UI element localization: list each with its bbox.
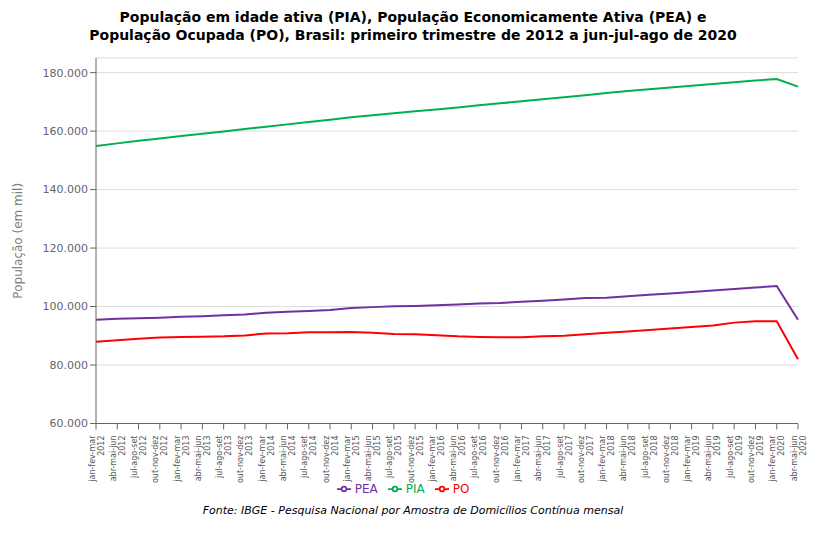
svg-text:180.000: 180.000 — [43, 67, 89, 80]
svg-text:jul-ago-set2014: jul-ago-set2014 — [300, 436, 318, 480]
svg-text:60.000: 60.000 — [50, 417, 89, 430]
svg-text:out-nov-dez2012: out-nov-dez2012 — [151, 436, 169, 484]
svg-text:jul-ago-set2016: jul-ago-set2016 — [470, 436, 488, 480]
svg-text:jul-ago-set2013: jul-ago-set2013 — [215, 436, 233, 480]
svg-text:140.000: 140.000 — [43, 183, 89, 196]
svg-text:jul-ago-set2017: jul-ago-set2017 — [556, 436, 574, 480]
svg-text:abr-mai-jun2013: abr-mai-jun2013 — [194, 436, 212, 482]
svg-text:abr-mai-jun2015: abr-mai-jun2015 — [364, 436, 382, 482]
svg-text:jan-fev-mar2020: jan-fev-mar2020 — [768, 435, 786, 483]
svg-text:160.000: 160.000 — [43, 125, 89, 138]
svg-text:out-nov-dez2013: out-nov-dez2013 — [236, 436, 254, 484]
html-text:PO: PO — [452, 481, 470, 496]
svg-text:out-nov-dez2016: out-nov-dez2016 — [492, 436, 510, 484]
html-text:Fonte: IBGE - Pesquisa Naciona: Fonte: IBGE - Pesquisa Nacional por Amos… — [202, 504, 624, 517]
svg-text:jan-fev-mar2019: jan-fev-mar2019 — [683, 435, 701, 483]
svg-text:População (em mil): População (em mil) — [11, 183, 25, 299]
svg-text:jul-ago-set2015: jul-ago-set2015 — [385, 436, 403, 480]
svg-text:jul-ago-set2012: jul-ago-set2012 — [130, 436, 148, 480]
svg-text:jan-fev-mar2017: jan-fev-mar2017 — [513, 435, 531, 483]
svg-text:abr-mai-jun2019: abr-mai-jun2019 — [704, 436, 722, 482]
svg-text:abr-mai-jun2017: abr-mai-jun2017 — [534, 436, 552, 482]
svg-text:jul-ago-set2019: jul-ago-set2019 — [726, 436, 744, 480]
svg-text:abr-mai-jun2018: abr-mai-jun2018 — [619, 436, 637, 482]
svg-text:out-nov-dez2015: out-nov-dez2015 — [407, 436, 425, 484]
svg-text:jul-ago-set2018: jul-ago-set2018 — [641, 436, 659, 480]
svg-text:out-nov-dez2014: out-nov-dez2014 — [322, 436, 340, 484]
html-text:População em idade ativa (PIA): População em idade ativa (PIA), Populaçã… — [89, 9, 737, 43]
svg-text:out-nov-dez2019: out-nov-dez2019 — [747, 436, 765, 484]
svg-text:abr-mai-jun2016: abr-mai-jun2016 — [449, 436, 467, 482]
svg-text:out-nov-dez2017: out-nov-dez2017 — [577, 436, 595, 484]
svg-text:jan-fev-mar2016: jan-fev-mar2016 — [428, 435, 446, 483]
svg-text:abr-mai-jun2012: abr-mai-jun2012 — [109, 436, 127, 482]
svg-text:abr-mai-jun2020: abr-mai-jun2020 — [790, 436, 808, 482]
svg-text:jan-fev-mar2012: jan-fev-mar2012 — [88, 435, 106, 483]
svg-text:out-nov-dez2018: out-nov-dez2018 — [662, 436, 680, 484]
svg-text:jan-fev-mar2014: jan-fev-mar2014 — [258, 435, 276, 483]
html-text:PEA: PEA — [354, 481, 378, 496]
svg-text:jan-fev-mar2015: jan-fev-mar2015 — [343, 435, 361, 483]
html-text:PIA: PIA — [405, 481, 425, 496]
svg-text:jan-fev-mar2013: jan-fev-mar2013 — [173, 435, 191, 483]
svg-text:120.000: 120.000 — [43, 242, 89, 255]
svg-text:jan-fev-mar2018: jan-fev-mar2018 — [598, 435, 616, 483]
svg-text:abr-mai-jun2014: abr-mai-jun2014 — [279, 436, 297, 482]
svg-text:100.000: 100.000 — [43, 300, 89, 313]
svg-text:80.000: 80.000 — [50, 359, 89, 372]
